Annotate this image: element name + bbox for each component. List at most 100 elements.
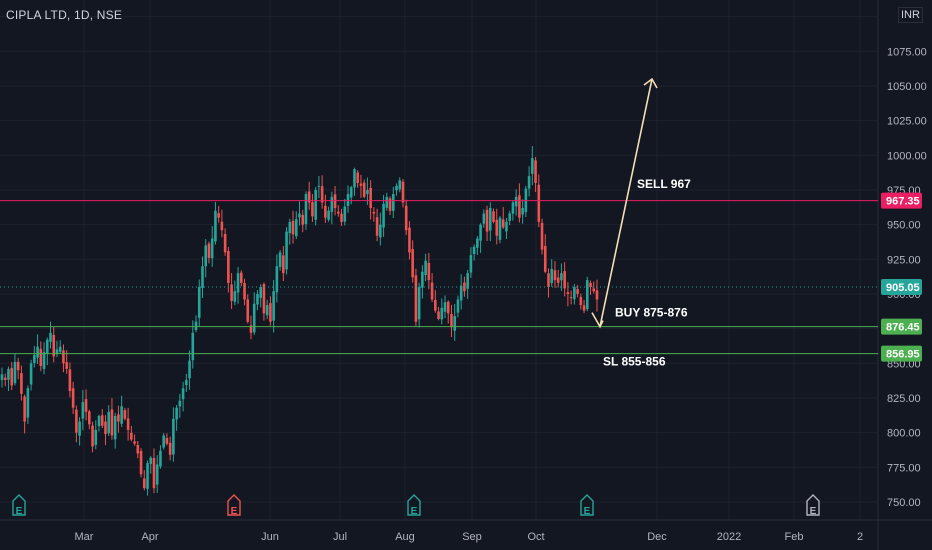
candle-body — [146, 463, 149, 489]
candle-body — [518, 195, 521, 218]
candle-body — [29, 363, 33, 385]
candle-body — [178, 400, 182, 407]
candle-body — [288, 221, 292, 234]
candle-body — [117, 414, 120, 422]
candle-body — [498, 217, 502, 240]
event-label: E — [16, 506, 23, 517]
candle-body — [527, 176, 531, 189]
price-tick-label: 1050.00 — [887, 81, 927, 93]
candle-body — [476, 238, 479, 248]
candle-body — [304, 194, 308, 225]
candle-body — [10, 368, 14, 386]
candle-body — [152, 458, 156, 489]
candle-body — [466, 273, 469, 289]
candle-body — [36, 346, 39, 358]
time-tick-label: 2022 — [717, 531, 741, 543]
candle-body — [97, 416, 101, 427]
time-axis[interactable]: Mar Apr Jun Jul Aug Sep Oct Dec 2022 Feb 2 — [75, 531, 864, 543]
candle-body — [398, 180, 402, 190]
candle-body — [556, 277, 560, 283]
candles — [0, 145, 599, 496]
candle-body — [181, 388, 185, 400]
time-tick-label: Mar — [75, 531, 94, 543]
price-tick-label: 925.00 — [887, 254, 921, 266]
price-tag — [881, 318, 922, 335]
annotation-label: SL 855-856 — [603, 354, 666, 368]
candle-body — [531, 158, 534, 174]
candle-body — [443, 302, 447, 312]
candle-body — [162, 435, 165, 448]
candle-body — [343, 206, 347, 222]
projection-arrow — [591, 77, 658, 329]
candle-body — [501, 219, 505, 228]
candle-body — [84, 399, 88, 412]
price-tag-label: 856.95 — [886, 349, 920, 361]
candle-body — [3, 377, 7, 380]
earnings-event-icon[interactable]: E — [806, 494, 820, 517]
price-axis[interactable]: 750.00775.00800.00825.00850.00875.00900.… — [881, 46, 927, 509]
time-tick-label: Sep — [462, 531, 482, 543]
candle-body — [514, 196, 518, 207]
candle-body — [0, 374, 4, 380]
candle-body — [414, 275, 418, 322]
candle-body — [505, 221, 508, 232]
earnings-event-icon[interactable]: E — [580, 494, 594, 517]
candle-body — [23, 396, 26, 422]
earnings-event-icon[interactable]: E — [12, 494, 26, 517]
candle-body — [33, 354, 36, 363]
price-tick-label: 800.00 — [887, 428, 921, 440]
candle-body — [560, 273, 563, 281]
candle-body — [120, 406, 123, 424]
candle-body — [388, 198, 392, 211]
candle-body — [453, 316, 457, 331]
candle-body — [346, 194, 350, 206]
candle-body — [537, 184, 541, 222]
price-tick-label: 750.00 — [887, 497, 921, 509]
chart-title: CIPLA LTD, 1D, NSE — [6, 8, 123, 22]
annotations: SELL 967 BUY 875-876 SL 855-856 — [603, 177, 691, 368]
time-tick-label: Feb — [785, 531, 804, 543]
candle-body — [547, 273, 550, 288]
candle-body — [356, 172, 360, 184]
candle-body — [482, 213, 486, 224]
candle-body — [142, 478, 146, 489]
candle-body — [411, 249, 414, 278]
event-label: E — [411, 506, 418, 517]
candle-body — [592, 288, 596, 292]
currency-unit[interactable]: INR — [898, 7, 923, 23]
candle-body — [294, 219, 298, 237]
candle-body — [26, 388, 30, 418]
candle-body — [472, 246, 476, 255]
candle-body — [427, 262, 431, 281]
candle-body — [511, 202, 515, 214]
candle-body — [20, 373, 23, 394]
candle-body — [252, 303, 256, 333]
earnings-event-icon[interactable]: E — [407, 494, 421, 517]
candle-body — [421, 271, 424, 288]
candle-body — [353, 169, 356, 188]
candle-body — [191, 332, 195, 361]
candle-body — [372, 211, 376, 214]
candle-body — [540, 222, 544, 250]
candle-body — [62, 350, 65, 364]
candle-body — [582, 305, 586, 311]
time-tick-label: 2 — [857, 531, 863, 543]
candle-body — [576, 289, 579, 294]
candle-body — [201, 266, 204, 288]
event-label: E — [810, 506, 817, 517]
candle-body — [349, 187, 353, 198]
candle-body — [327, 210, 330, 220]
candle-body — [298, 213, 301, 218]
time-tick-label: Oct — [527, 531, 544, 543]
earnings-event-icon[interactable]: E — [227, 494, 241, 517]
candle-body — [314, 189, 317, 220]
candle-body — [249, 325, 253, 333]
candle-body — [573, 287, 576, 300]
candle-body — [417, 287, 421, 320]
candle-body — [75, 409, 78, 433]
candle-body — [104, 421, 107, 435]
candle-body — [243, 283, 246, 300]
candle-body — [262, 284, 266, 314]
